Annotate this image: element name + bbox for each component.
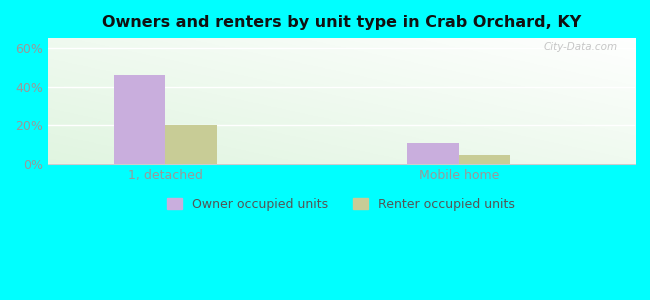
Bar xyxy=(408,143,459,164)
Title: Owners and renters by unit type in Crab Orchard, KY: Owners and renters by unit type in Crab … xyxy=(102,15,581,30)
Bar xyxy=(459,154,510,164)
Legend: Owner occupied units, Renter occupied units: Owner occupied units, Renter occupied un… xyxy=(167,198,515,211)
Bar xyxy=(114,75,165,164)
Text: City-Data.com: City-Data.com xyxy=(543,42,618,52)
Bar xyxy=(165,125,216,164)
